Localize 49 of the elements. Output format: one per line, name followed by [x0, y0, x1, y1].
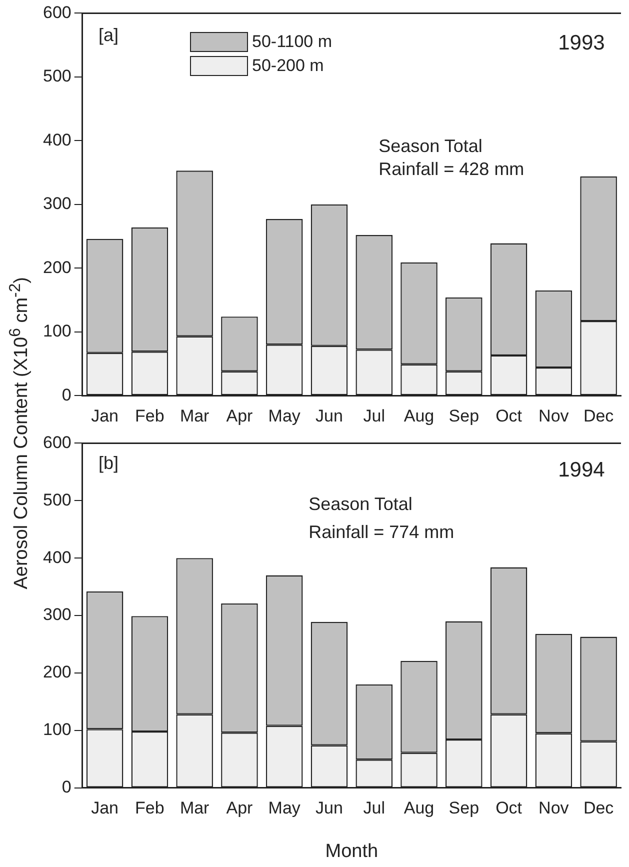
y-tick-label: 400	[42, 548, 72, 567]
y-tick-label: 100	[42, 720, 72, 740]
x-tick-label: Nov	[538, 798, 570, 818]
y-tick-label: 200	[42, 662, 72, 682]
y-tick-label: 100	[42, 322, 72, 341]
y-tick-label: 500	[42, 66, 72, 86]
annotation: [a]	[98, 25, 119, 46]
x-tick-label: Jun	[316, 798, 343, 818]
y-tick-label: 0	[62, 777, 72, 796]
y-tick-label: 600	[42, 432, 72, 452]
x-tick-label: Oct	[496, 406, 522, 426]
y-tick-label: 500	[42, 490, 72, 510]
x-axis-title: Month	[325, 840, 378, 862]
legend-label: 50-1100 m	[252, 32, 332, 52]
x-tick-label: Jul	[363, 406, 385, 426]
annotation: [b]	[98, 452, 119, 473]
y-tick-label: 300	[42, 605, 72, 624]
y-tick-label: 200	[42, 258, 72, 277]
x-tick-label: Dec	[583, 798, 614, 818]
annotation: Season Total	[378, 136, 482, 156]
x-tick-label: Feb	[135, 798, 164, 818]
x-tick-label: May	[268, 406, 301, 426]
legend-label: 50-200 m	[252, 56, 324, 76]
annotation: Rainfall = 428 mm	[378, 158, 524, 179]
annotation: Season Total	[308, 494, 412, 514]
x-tick-label: Jun	[316, 406, 343, 426]
x-tick-label: Dec	[583, 406, 614, 426]
annotation: Rainfall = 774 mm	[308, 522, 454, 542]
x-tick-label: Sep	[448, 798, 480, 818]
x-tick-label: Jul	[363, 798, 385, 818]
x-tick-label: Feb	[135, 406, 164, 426]
x-tick-label: Apr	[226, 406, 254, 426]
y-tick-label: 300	[42, 194, 72, 214]
y-tick-label: 0	[62, 385, 72, 404]
x-tick-label: Jan	[91, 406, 119, 426]
y-tick-label: 400	[42, 130, 72, 150]
x-tick-label: Aug	[404, 798, 434, 818]
annotation: 1993	[558, 32, 605, 55]
y-tick-label: 600	[42, 2, 72, 22]
annotation: 1994	[558, 458, 606, 482]
x-tick-label: Nov	[538, 406, 570, 426]
x-tick-label: Sep	[448, 406, 480, 426]
x-tick-label: Mar	[180, 406, 210, 426]
x-tick-label: Jan	[91, 798, 119, 818]
x-tick-label: May	[268, 798, 301, 818]
x-tick-label: Oct	[496, 798, 522, 818]
x-tick-label: Mar	[180, 798, 210, 818]
x-tick-label: Aug	[404, 406, 434, 426]
x-tick-label: Apr	[226, 798, 254, 818]
